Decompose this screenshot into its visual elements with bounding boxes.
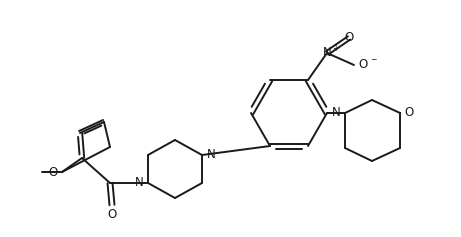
Text: N: N <box>207 149 215 161</box>
Text: +: + <box>332 44 338 53</box>
Text: −: − <box>370 55 376 64</box>
Text: N: N <box>331 105 340 118</box>
Text: O: O <box>344 31 354 44</box>
Text: O: O <box>48 165 58 178</box>
Text: O: O <box>358 58 367 70</box>
Text: O: O <box>107 209 117 222</box>
Text: N: N <box>323 46 331 59</box>
Text: N: N <box>135 177 143 190</box>
Text: O: O <box>404 105 414 118</box>
